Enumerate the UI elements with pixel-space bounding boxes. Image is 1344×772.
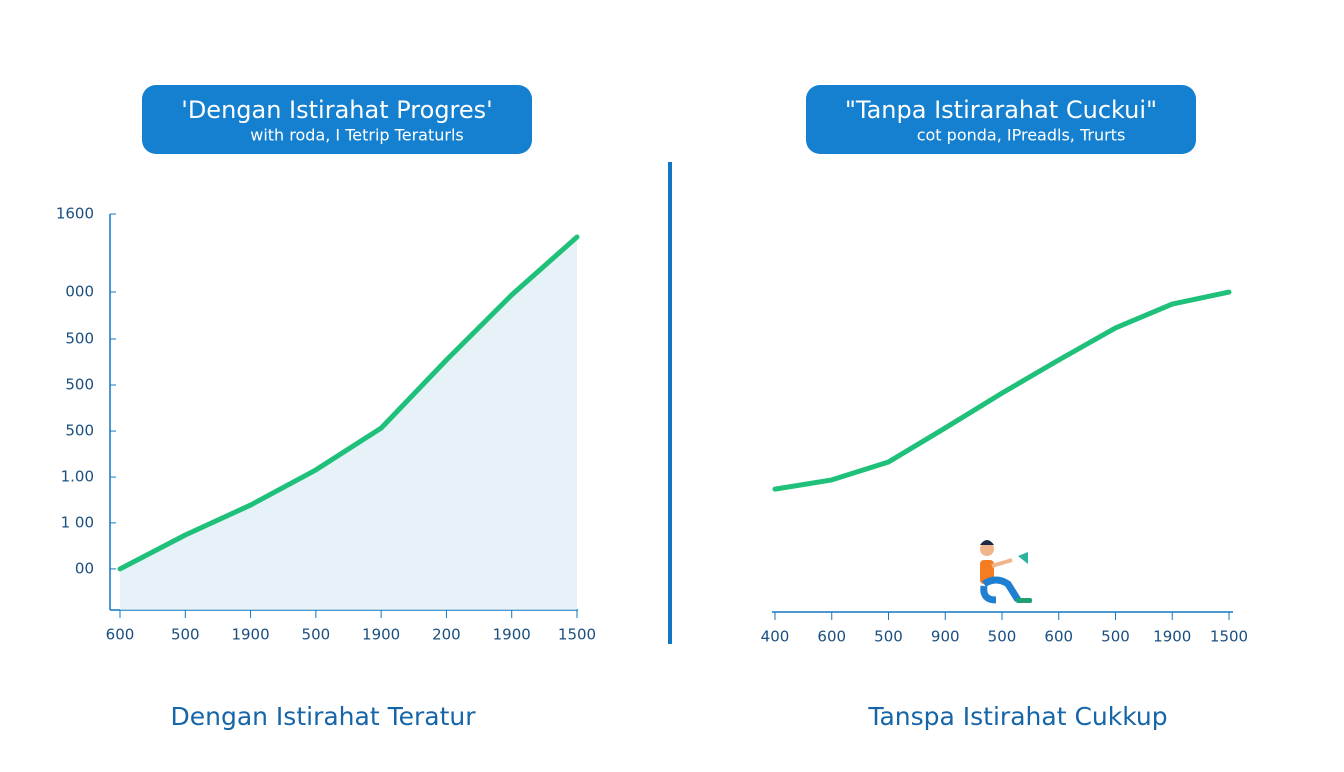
y-tick-label: 1.00 (61, 468, 94, 486)
x-tick-label: 500 (874, 628, 903, 646)
x-tick-label: 200 (432, 626, 461, 644)
x-tick-label: 1500 (1210, 628, 1248, 646)
x-tick-label: 500 (302, 626, 331, 644)
x-tick-label: 1900 (231, 626, 269, 644)
y-tick-label: 500 (65, 329, 94, 347)
x-axis-label: Dengan Istirahat Teratur (170, 702, 476, 731)
x-tick-label: 400 (761, 628, 790, 646)
x-tick-label: 500 (171, 626, 200, 644)
x-tick-label: 600 (106, 626, 135, 644)
title-box (806, 85, 1196, 154)
y-tick-label: 500 (65, 422, 94, 440)
y-tick-label: 1600 (56, 205, 94, 223)
y-tick-label: 00 (75, 559, 94, 577)
person-icon (980, 540, 1032, 604)
line (117, 234, 580, 572)
chart-title: 'Dengan Istirahat Progres' (181, 96, 493, 124)
x-tick-label: 900 (931, 628, 960, 646)
x-tick-label: 1900 (493, 626, 531, 644)
area (120, 237, 577, 610)
chart-subtitle: with roda, I Tetrip Teraturls (250, 126, 463, 145)
x-tick-label: 1900 (1153, 628, 1191, 646)
y-tick-label: 000 (65, 282, 94, 300)
title-box (142, 85, 532, 154)
x-tick-label: 1500 (558, 626, 596, 644)
x-axis-label: Tanspa Istirahat Cukkup (867, 702, 1167, 731)
x-tick-label: 500 (1101, 628, 1130, 646)
y-tick-label: 500 (65, 376, 94, 394)
x-tick-label: 600 (817, 628, 846, 646)
x-tick-label: 1900 (362, 626, 400, 644)
x-tick-label: 500 (988, 628, 1017, 646)
chart-subtitle: cot ponda, IPreadls, Trurts (917, 126, 1126, 145)
line (772, 289, 1232, 492)
y-tick-label: 1 00 (61, 513, 94, 531)
chart-title: "Tanpa Istirarahat Cuckui" (845, 96, 1157, 124)
x-tick-label: 600 (1044, 628, 1073, 646)
